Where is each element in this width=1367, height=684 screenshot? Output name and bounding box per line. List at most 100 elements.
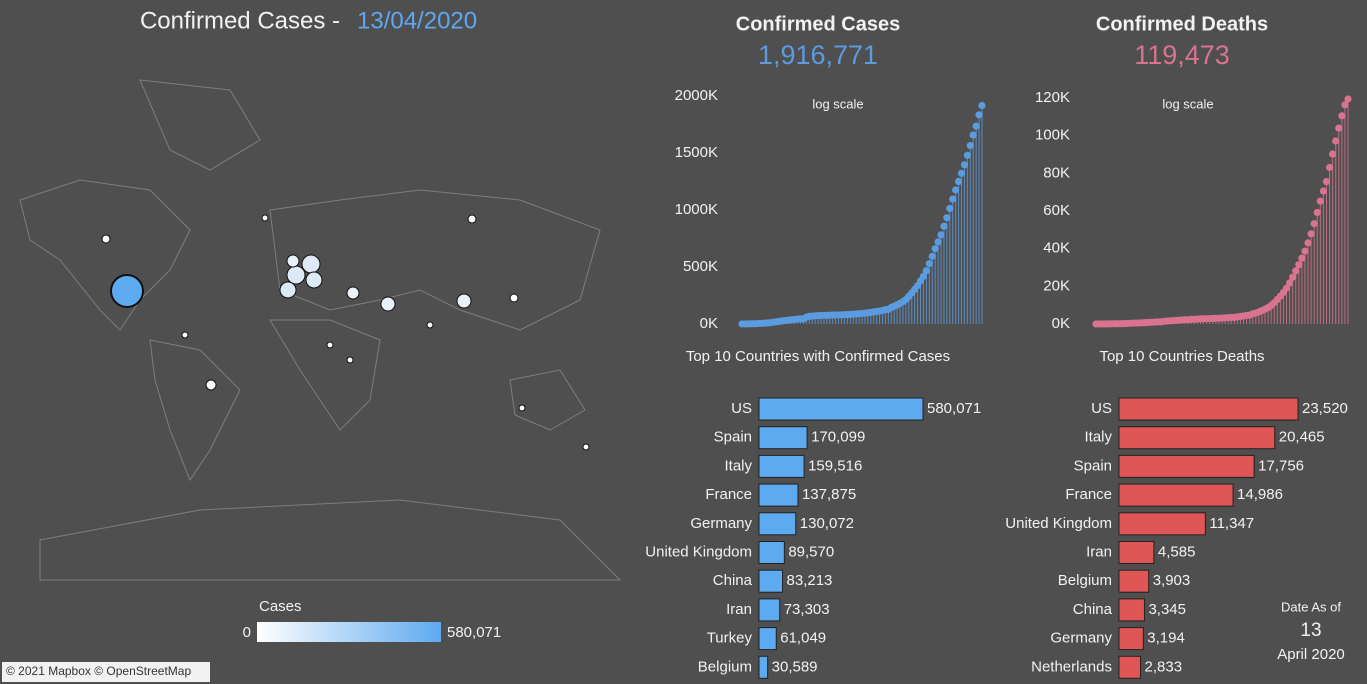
category-label: Iran [726,601,752,618]
lollipop-dot [1282,284,1291,292]
map-bubble [518,404,526,412]
bar [758,454,805,478]
lollipop-dot [928,252,936,260]
y-tick-label: 500K [683,258,718,275]
bar [758,512,797,536]
category-label: Netherlands [1031,658,1112,675]
map-bubble [346,356,354,364]
map-bubble [509,293,519,303]
value-label: 83,213 [787,572,833,589]
title-date: 13/04/2020 [357,7,477,34]
lollipop-dot [925,260,933,268]
map-bubble [101,234,111,244]
bar [758,483,799,507]
bar [1118,454,1255,478]
value-label: 4,585 [1158,543,1196,560]
lollipop-dot [1325,163,1334,171]
lollipop-dot [963,151,971,159]
bar-chart-title: Top 10 Countries Deaths [1099,348,1264,365]
y-tick-label: 100K [1035,127,1070,144]
lollipop-dot [1344,95,1352,103]
category-label: France [705,486,752,503]
date-month: April 2020 [1277,646,1345,663]
category-label: Italy [1084,429,1112,446]
lollipop-dot [957,169,966,177]
map-outline [39,499,622,581]
value-label: 20,465 [1279,429,1325,446]
lollipop-dot [1335,124,1343,132]
title: Confirmed Cases - [140,7,340,34]
category-label: Spain [714,429,752,446]
lollipop-dot [1289,273,1297,281]
lollipop-dot [975,111,983,119]
map-bubble [279,281,297,299]
map-bubble [326,341,334,349]
map-outline [269,319,381,431]
y-tick-label: 0K [1052,315,1070,332]
kpi-title: Confirmed Deaths [1096,13,1268,35]
category-label: Italy [724,457,752,474]
map-bubble [380,296,396,312]
lollipop-dot [919,272,928,280]
map-bubble [305,271,323,289]
map-outline [139,79,261,171]
bar [1118,569,1150,593]
lollipop-dot [978,101,986,110]
bar [1118,541,1155,564]
value-label: 2,833 [1145,658,1183,675]
bar-chart-title: Top 10 Countries with Confirmed Cases [686,348,950,365]
map-bubble [205,379,217,391]
bar [758,598,781,622]
value-label: 23,520 [1302,400,1348,417]
map-bubble [582,443,590,451]
map-outline [149,339,241,482]
lollipop-dot [934,238,942,246]
lollipop-dot [1316,197,1324,205]
lollipop-dot [1295,261,1303,269]
lollipop-dot [1332,137,1340,145]
category-label: Spain [1074,457,1112,474]
value-label: 130,072 [800,515,854,532]
map-bubble [110,274,144,308]
bar [1118,483,1234,507]
lollipop-dot [1292,267,1300,275]
kpi-title: Confirmed Cases [736,13,901,35]
category-label: Iran [1086,543,1112,560]
lollipop-dot [1304,239,1312,247]
lollipop-dot [1329,150,1337,158]
legend-min: 0 [243,624,251,641]
lollipop-dot [1313,208,1321,217]
lollipop-dot [937,231,945,239]
lollipop-dot [946,204,954,213]
category-label: Belgium [1058,572,1112,589]
value-label: 17,756 [1258,457,1304,474]
bar [758,655,769,679]
annotation: log scale [812,96,863,111]
legend-title: Cases [259,598,302,615]
y-tick-label: 1000K [675,201,718,218]
category-label: United Kingdom [1005,515,1112,532]
value-label: 137,875 [802,486,856,503]
category-label: US [1091,400,1112,417]
kpi-value: 1,916,771 [758,40,878,70]
map-bubble [426,321,434,329]
y-tick-label: 40K [1043,240,1070,257]
bar [758,397,924,421]
attribution-box [2,662,210,682]
bar [758,569,784,593]
kpi-value: 119,473 [1134,40,1230,70]
map-outline [509,369,586,431]
lollipop-dot [1286,279,1294,287]
category-label: France [1065,486,1112,503]
category-label: Germany [1050,630,1112,647]
category-label: China [1073,601,1113,618]
y-tick-label: 60K [1043,202,1070,219]
value-label: 11,347 [1209,515,1254,532]
lollipop-dot [943,214,951,222]
lollipop-dot [1298,254,1306,262]
y-tick-label: 2000K [675,87,718,104]
y-tick-label: 20K [1043,277,1070,294]
value-label: 3,903 [1153,572,1191,589]
bar [758,426,808,450]
value-label: 61,049 [780,630,826,647]
